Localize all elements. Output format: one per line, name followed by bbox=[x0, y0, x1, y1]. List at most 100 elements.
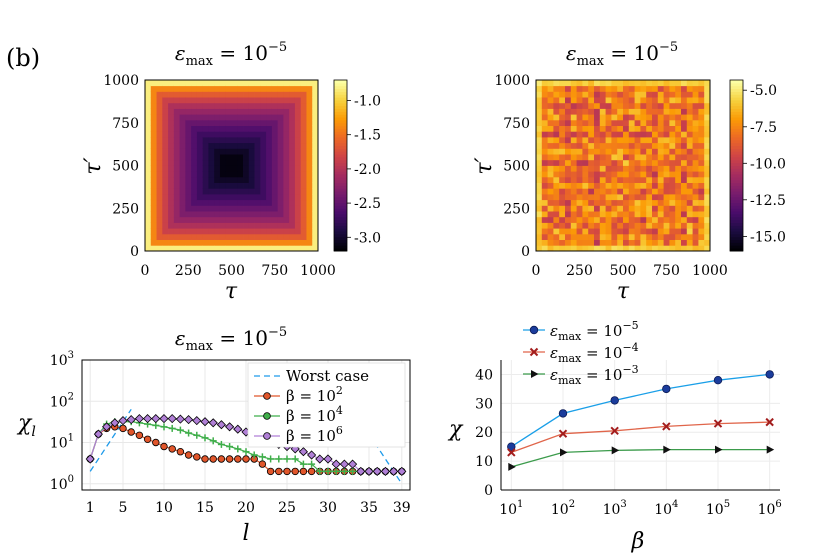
heatmap-cell bbox=[266, 216, 273, 223]
heatmap-cell bbox=[289, 102, 296, 109]
heatmap-cell bbox=[547, 222, 554, 229]
x-tick-label: 10 bbox=[155, 500, 173, 516]
heatmap-cell bbox=[652, 102, 659, 109]
heatmap-cell bbox=[214, 114, 221, 121]
heatmap-cell bbox=[214, 154, 221, 161]
chi-l-xticks: 1 5 10 15 20 25 30 35 39 bbox=[86, 500, 411, 516]
heatmap-cell bbox=[652, 171, 659, 178]
colorbar-segment bbox=[730, 194, 743, 198]
chi-l-frame bbox=[81, 359, 411, 491]
heatmap-cell bbox=[623, 176, 630, 183]
heatmap-cell bbox=[559, 159, 566, 166]
heatmap-cell bbox=[657, 194, 664, 201]
heatmap-cell bbox=[185, 205, 192, 212]
heatmap-cell bbox=[640, 165, 647, 172]
heatmap-cell bbox=[179, 131, 186, 138]
heatmap-cell bbox=[162, 154, 169, 161]
heatmap-cell bbox=[663, 228, 670, 235]
heatmap-cell bbox=[611, 97, 618, 104]
heatmap-cell bbox=[300, 165, 307, 172]
heatmap-cell bbox=[582, 222, 589, 229]
heatmap-cell bbox=[202, 171, 209, 178]
heatmap-cell bbox=[686, 148, 693, 155]
heatmap-cell bbox=[283, 154, 290, 161]
heatmap-cell bbox=[214, 211, 221, 218]
heatmap-cell bbox=[669, 137, 676, 144]
heatmap-cell bbox=[162, 114, 169, 121]
heatmap-cell bbox=[277, 171, 284, 178]
heatmap-cell bbox=[623, 102, 630, 109]
heatmap-cell bbox=[698, 159, 705, 166]
heatmap-cell bbox=[681, 239, 688, 246]
heatmap-cell bbox=[692, 176, 699, 183]
data-point bbox=[175, 414, 185, 424]
heatmap-cell bbox=[196, 171, 204, 178]
heatmap-cell bbox=[541, 211, 548, 218]
data-point bbox=[258, 460, 267, 468]
heatmap-cell bbox=[150, 245, 157, 252]
heatmap-cell bbox=[173, 239, 180, 246]
heatmap-cell bbox=[179, 85, 186, 92]
heatmap-cell bbox=[173, 102, 180, 109]
y-tick-label: 100 bbox=[50, 474, 74, 493]
heatmap-cell bbox=[266, 165, 273, 172]
heatmap-cell bbox=[704, 188, 711, 195]
heatmap-cell bbox=[208, 199, 215, 206]
heatmap-cell bbox=[652, 159, 659, 166]
heatmap-cell bbox=[582, 114, 589, 121]
heatmap-cell bbox=[570, 233, 577, 240]
heatmap-cell bbox=[617, 159, 624, 166]
heatmap-right-title: εmax = 10−5 bbox=[566, 40, 678, 69]
colorbar-segment bbox=[334, 216, 347, 221]
heatmap-cell bbox=[692, 80, 699, 87]
data-point bbox=[610, 396, 619, 405]
heatmap-cell bbox=[145, 228, 152, 235]
heatmap-cell bbox=[243, 91, 250, 98]
heatmap-cell bbox=[652, 165, 659, 172]
heatmap-cell bbox=[277, 211, 284, 218]
heatmap-cell bbox=[185, 154, 192, 161]
heatmap-cell bbox=[219, 108, 227, 115]
heatmap-cell bbox=[202, 108, 209, 115]
heatmap-cell bbox=[640, 85, 647, 92]
heatmap-cell bbox=[173, 188, 180, 195]
heatmap-cell bbox=[628, 199, 635, 206]
heatmap-cell bbox=[208, 205, 215, 212]
heatmap-cell bbox=[277, 108, 284, 115]
heatmap-cell bbox=[675, 137, 682, 144]
heatmap-cell bbox=[565, 239, 572, 246]
heatmap-cell bbox=[196, 97, 204, 104]
heatmap-cell bbox=[312, 233, 319, 240]
heatmap-cell bbox=[185, 142, 192, 149]
heatmap-cell bbox=[576, 194, 583, 201]
heatmap-cell bbox=[669, 165, 676, 172]
heatmap-cell bbox=[202, 114, 209, 121]
heatmap-cell bbox=[191, 80, 198, 87]
heatmap-cell bbox=[657, 154, 664, 161]
heatmap-cell bbox=[611, 245, 618, 252]
heatmap-cell bbox=[536, 154, 543, 161]
heatmap-cell bbox=[168, 137, 175, 144]
heatmap-cell bbox=[547, 159, 554, 166]
heatmap-cell bbox=[266, 228, 273, 235]
heatmap-cell bbox=[536, 176, 543, 183]
heatmap-cell bbox=[312, 239, 319, 246]
heatmap-cell bbox=[214, 182, 221, 189]
heatmap-cell bbox=[628, 211, 635, 218]
heatmap-cell bbox=[652, 119, 659, 126]
heatmap-cell bbox=[173, 159, 180, 166]
heatmap-cell bbox=[640, 125, 647, 132]
heatmap-cell bbox=[208, 182, 215, 189]
heatmap-cell bbox=[692, 159, 699, 166]
data-point bbox=[715, 445, 723, 454]
colorbar-segment bbox=[334, 134, 347, 138]
heatmap-cell bbox=[652, 91, 659, 98]
heatmap-cell bbox=[541, 199, 548, 206]
heatmap-cell bbox=[536, 194, 543, 201]
data-point bbox=[275, 467, 283, 476]
heatmap-cell bbox=[536, 108, 543, 115]
chi-beta-xticks: 101 102 103 104 105 106 bbox=[499, 499, 782, 518]
heatmap-cell bbox=[173, 91, 180, 98]
heatmap-cell bbox=[623, 216, 630, 223]
